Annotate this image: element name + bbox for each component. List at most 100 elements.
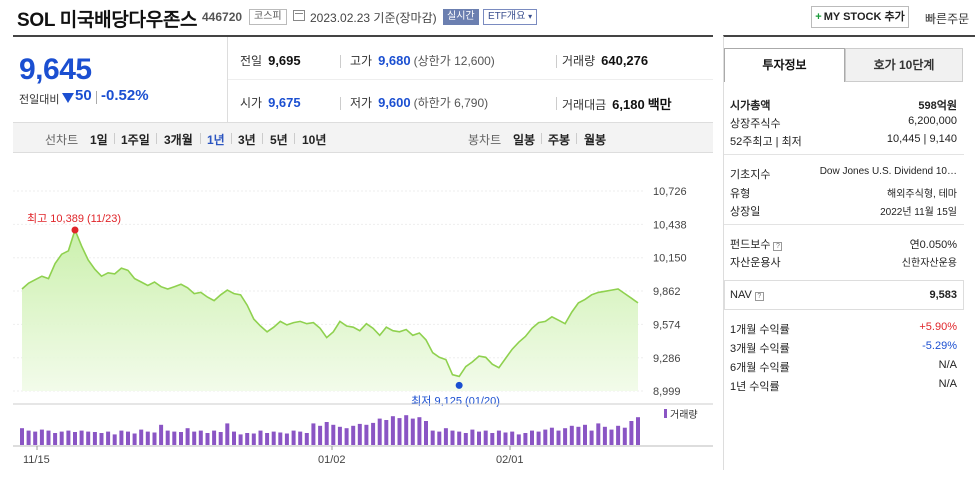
- range52-value: 10,445 | 9,140: [886, 133, 957, 145]
- volume-bar: [543, 429, 548, 445]
- volume-bar: [79, 430, 84, 445]
- nav-value: 9,583: [929, 289, 957, 301]
- volume-bar: [337, 426, 342, 445]
- divider: [114, 133, 115, 144]
- volume-bar: [99, 433, 104, 445]
- period-1y[interactable]: 1년: [207, 133, 225, 147]
- volume-bar: [291, 430, 296, 445]
- live-badge[interactable]: 실시간: [443, 9, 479, 25]
- volume-bar: [298, 431, 303, 445]
- candle-monthly[interactable]: 월봉: [584, 133, 607, 147]
- volume-bar: [483, 430, 488, 445]
- etf-overview-dropdown[interactable]: ETF개요 ▾: [483, 9, 538, 25]
- stat-volume: 거래량 640,276: [562, 53, 649, 68]
- candle-weekly[interactable]: 주봉: [548, 133, 571, 147]
- help-icon[interactable]: ?: [773, 242, 783, 251]
- index-label: 기초지수: [730, 169, 771, 181]
- divider: [340, 97, 341, 110]
- volume-bar: [318, 425, 323, 445]
- volume-bar: [33, 431, 38, 445]
- volume-bar: [179, 432, 183, 445]
- divider: [556, 55, 557, 68]
- stat-open: 시가 9,675: [240, 95, 301, 110]
- volume-bar: [159, 424, 164, 445]
- stat-prev: 전일 9,695: [240, 53, 301, 68]
- volume-bar: [251, 433, 256, 445]
- volume-bar: [165, 430, 170, 445]
- divider: [724, 154, 964, 155]
- volume-bar: [450, 430, 455, 445]
- volume-bar: [583, 424, 587, 445]
- period-3m[interactable]: 3개월: [164, 133, 193, 147]
- volume-bar: [245, 433, 250, 445]
- fee-value: 연0.050%: [909, 239, 957, 251]
- stock-code: 446720: [202, 10, 243, 24]
- volume-bar: [218, 432, 223, 445]
- volume-bar: [26, 430, 31, 445]
- period-bar: 선차트 1일 1주일 3개월 1년 3년 5년 10년 봉차트 일봉 주봉 월봉: [13, 122, 713, 153]
- volume-bar: [576, 426, 581, 445]
- volume-bar: [496, 430, 501, 445]
- price-area: [22, 230, 638, 391]
- return-1m-value: +5.90%: [919, 321, 957, 333]
- volume-bar: [66, 430, 71, 445]
- volume-bar: [470, 429, 475, 445]
- volume-bar: [351, 425, 356, 445]
- help-icon[interactable]: ?: [754, 292, 764, 301]
- volume-bar: [503, 432, 508, 445]
- candle-chart-label: 봉차트: [468, 133, 502, 147]
- divider: [294, 133, 295, 144]
- divider: [556, 97, 557, 110]
- volume-bar: [622, 427, 627, 445]
- price-line: [21, 227, 639, 378]
- period-1d[interactable]: 1일: [90, 133, 108, 147]
- change-rate: -0.52%: [101, 87, 149, 104]
- volume-bar: [53, 433, 58, 445]
- volume-bar: [510, 431, 515, 445]
- listing-value: 2022년 11월 15일: [880, 207, 957, 218]
- volume-bar: [59, 431, 64, 445]
- stat-high: 고가 9,680 (상한가 12,600): [350, 53, 495, 68]
- candle-daily[interactable]: 일봉: [513, 133, 536, 147]
- volume-bar: [192, 431, 197, 445]
- price-box: 9,645 전일대비 50 -0.52%: [13, 37, 228, 122]
- divider: [231, 133, 232, 144]
- tab-investment-info[interactable]: 투자정보: [724, 48, 845, 82]
- period-10y[interactable]: 10년: [302, 133, 327, 147]
- market-cap-label: 시가총액: [730, 100, 771, 112]
- period-3y[interactable]: 3년: [238, 133, 256, 147]
- tab-hoga-10[interactable]: 호가 10단계: [845, 48, 963, 82]
- high-point: [71, 226, 79, 234]
- volume-bar: [516, 434, 521, 445]
- volume-bar: [390, 416, 395, 445]
- return-3m-label: 3개월 수익률: [730, 343, 790, 355]
- volume-bar: [463, 433, 468, 445]
- side-tabs: 투자정보 호가 10단계: [724, 48, 975, 82]
- y-tick-label: 10,438: [653, 219, 687, 231]
- listing-label: 상장일: [730, 206, 761, 218]
- return-6m-value: N/A: [938, 359, 957, 371]
- stock-title: SOL 미국배당다우존스: [17, 10, 198, 31]
- volume-bar: [39, 429, 44, 445]
- divider: [228, 79, 713, 80]
- return-1m-label: 1개월 수익률: [730, 324, 790, 336]
- divider: [340, 55, 341, 68]
- volume-bar: [112, 434, 117, 445]
- period-1w[interactable]: 1주일: [121, 133, 150, 147]
- volume-bar: [152, 432, 157, 445]
- volume-bar: [477, 431, 481, 445]
- volume-bar: [377, 418, 382, 445]
- period-5y[interactable]: 5년: [270, 133, 288, 147]
- x-tick-label: 02/01: [496, 454, 524, 466]
- chevron-down-icon: ▾: [528, 12, 533, 21]
- price-chart[interactable]: 10,726 10,438 10,150 9,862 9,574 9,286 8,999 최…: [13, 153, 713, 472]
- quick-order-link[interactable]: 빠른주문: [925, 12, 970, 26]
- my-stock-add-button[interactable]: + MY STOCK 추가: [811, 6, 909, 28]
- volume-bar: [437, 431, 442, 445]
- volume-bar: [20, 428, 24, 445]
- volume-bar: [185, 428, 190, 445]
- company-value: 신한자산운용: [901, 258, 957, 269]
- volume-bar: [265, 433, 270, 445]
- return-1y-value: N/A: [938, 378, 957, 390]
- nav-label: NAV?: [730, 289, 764, 301]
